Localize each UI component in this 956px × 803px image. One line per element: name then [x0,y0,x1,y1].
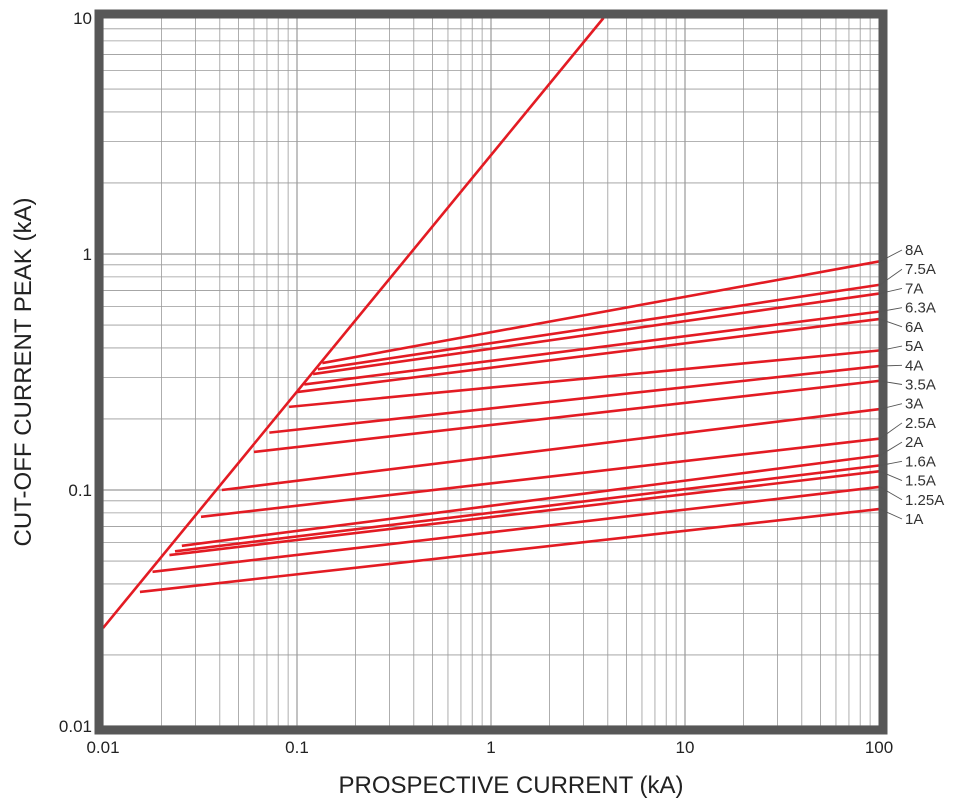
rating-label: 4A [905,357,923,374]
x-tick-label: 0.1 [285,738,309,757]
rating-label: 7.5A [905,261,936,278]
x-axis-title: PROSPECTIVE CURRENT (kA) [339,772,684,799]
rating-leader-line [879,364,903,367]
x-tick-label: 100 [865,738,893,757]
rating-line-6_3A [304,310,880,386]
rating-leader-line [879,380,903,385]
rating-line-2A [181,454,880,548]
y-axis-title: CUT-OFF CURRENT PEAK (kA) [10,198,37,547]
rating-leader-line [879,460,903,466]
rating-line-8A [322,260,880,365]
rating-label: 1.25A [905,492,944,509]
rating-leader-line [879,486,903,501]
rating-label: 1.6A [905,453,936,470]
rating-leader-line [879,422,903,440]
rating-leader-line [879,268,903,286]
rating-labels: 8A 7.5A 7A 6.3A 6A 5A 4A 3.5A 3A 2.5A 2A 1.6A 1.5A 1.… [905,242,944,528]
rating-label: 6.3A [905,300,936,317]
y-tick-label: 0.1 [68,481,92,500]
rating-label: 5A [905,338,923,355]
curves [101,17,880,629]
plot-frame [94,9,888,735]
rating-line-7_5A [317,283,880,371]
rating-line-1A [139,507,880,594]
x-tick-label: 0.01 [86,738,119,757]
rating-line-6A [296,317,880,394]
rating-label: 7A [905,280,923,297]
rating-leaders [879,249,903,520]
rating-label: 3A [905,396,923,413]
grid [102,18,879,727]
rating-label: 8A [905,242,923,259]
rating-label: 2A [905,434,923,451]
rating-line-2_5A [200,437,880,519]
rating-leader-line [879,508,903,520]
y-tick-label: 10 [73,9,92,28]
rating-label: 2.5A [905,415,936,432]
x-tick-label: 1 [486,738,495,757]
rating-line-1_6A [174,464,880,553]
rating-line-4A [269,364,880,434]
y-tick-labels: 0.01 0.1 1 10 [59,9,92,736]
rating-label: 3.5A [905,377,936,394]
rating-leader-line [879,249,903,262]
envelope-line [101,17,605,629]
rating-leader-line [879,307,903,313]
rating-leader-line [879,318,903,328]
rating-line-3A [221,407,880,492]
rating-label: 1A [905,511,923,528]
rating-leader-line [879,287,903,294]
y-tick-label: 0.01 [59,717,92,736]
rating-leader-line [879,470,903,481]
rating-leader-line [879,441,903,456]
x-tick-label: 10 [676,738,695,757]
rating-label: 1.5A [905,473,936,490]
x-tick-labels: 0.01 0.1 1 10 100 [86,738,893,757]
rating-line-1_25A [152,485,880,574]
rating-line-1_5A [169,470,880,557]
rating-leader-line [879,403,903,410]
rating-label: 6A [905,319,923,336]
rating-leader-line [879,345,903,351]
y-tick-label: 1 [83,245,92,264]
rating-line-7A [312,292,880,376]
rating-line-5A [288,349,880,409]
rating-line-3_5A [253,379,880,454]
